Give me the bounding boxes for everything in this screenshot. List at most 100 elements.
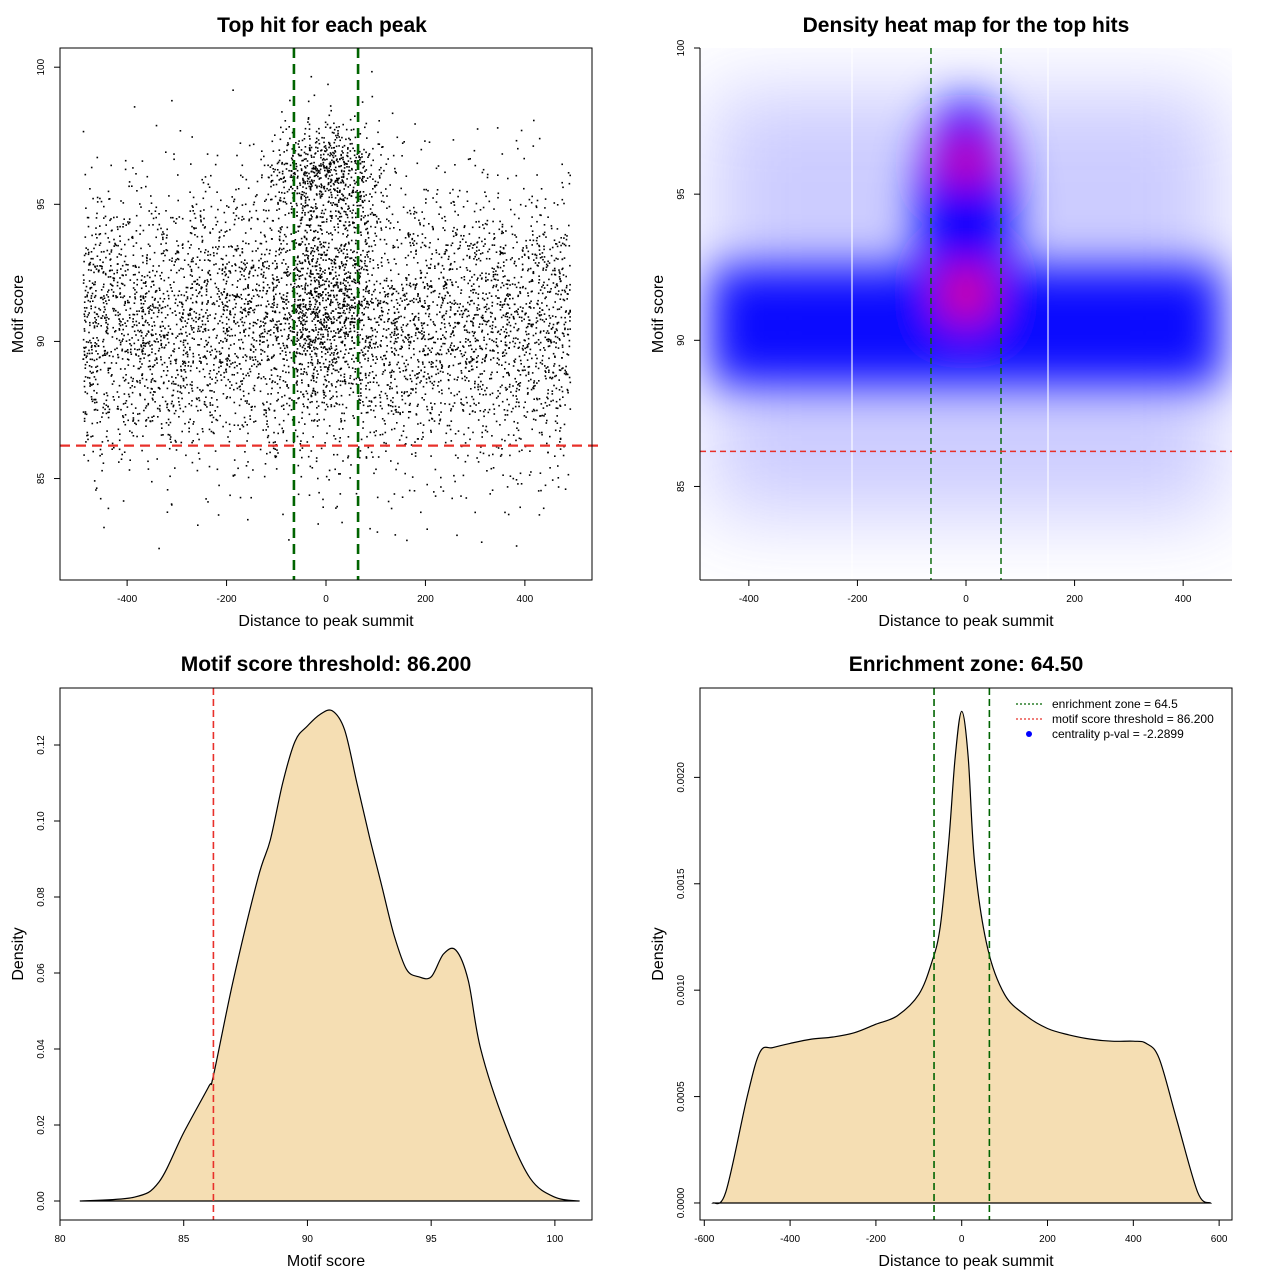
scatter-point xyxy=(528,323,531,325)
scatter-point xyxy=(122,500,125,502)
scatter-point xyxy=(180,441,183,444)
scatter-point xyxy=(413,317,415,320)
scatter-point xyxy=(211,378,213,380)
scatter-point xyxy=(567,333,570,336)
scatter-point xyxy=(128,221,131,224)
scatter-point xyxy=(116,256,119,258)
scatter-point xyxy=(564,369,566,372)
scatter-point xyxy=(229,313,231,315)
scatter-point xyxy=(457,286,459,288)
scatter-point xyxy=(417,317,420,319)
scatter-point xyxy=(504,439,506,442)
scatter-point xyxy=(108,411,110,413)
scatter-point xyxy=(247,518,249,521)
scatter-point xyxy=(416,262,419,264)
scatter-point xyxy=(373,472,375,475)
scatter-point xyxy=(142,344,145,347)
scatter-point xyxy=(457,323,460,325)
scatter-point xyxy=(98,269,100,272)
scatter-point xyxy=(488,292,491,294)
scatter-point xyxy=(126,299,129,302)
scatter-point xyxy=(83,307,86,309)
scatter-point xyxy=(501,438,503,441)
scatter-point xyxy=(83,354,86,356)
scatter-point xyxy=(226,357,229,359)
scatter-point xyxy=(189,232,192,234)
scatter-point xyxy=(565,373,567,376)
scatter-point xyxy=(142,282,145,284)
scatter-point xyxy=(357,302,360,305)
scatter-point xyxy=(299,270,301,273)
scatter-point xyxy=(200,287,202,290)
scatter-point xyxy=(467,158,470,161)
scatter-point xyxy=(459,350,462,352)
scatter-point xyxy=(310,251,313,253)
scatter-point xyxy=(274,323,277,326)
scatter-point xyxy=(209,414,212,417)
scatter-point xyxy=(457,430,460,432)
scatter-point xyxy=(299,244,301,246)
scatter-point xyxy=(165,237,168,239)
scatter-point xyxy=(266,332,269,335)
scatter-point xyxy=(415,315,417,318)
scatter-point xyxy=(465,362,467,364)
scatter-point xyxy=(86,392,89,395)
scatter-point xyxy=(369,344,371,346)
scatter-point xyxy=(343,376,346,378)
scatter-point xyxy=(463,354,465,356)
scatter-point xyxy=(284,347,286,350)
scatter-point xyxy=(531,428,533,431)
scatter-point xyxy=(248,293,250,296)
scatter-point xyxy=(539,331,542,334)
scatter-point xyxy=(265,429,267,431)
scatter-point xyxy=(130,376,132,379)
scatter-point xyxy=(200,250,202,253)
scatter-point xyxy=(156,458,158,460)
scatter-point xyxy=(235,355,238,358)
scatter-point xyxy=(424,312,427,315)
scatter-point xyxy=(238,296,241,299)
scatter-point xyxy=(317,373,319,375)
scatter-point xyxy=(552,326,554,329)
scatter-point xyxy=(561,268,563,271)
scatter-point xyxy=(317,331,320,333)
scatter-point xyxy=(336,403,338,405)
scatter-point xyxy=(403,293,406,296)
scatter-point xyxy=(114,243,117,246)
scatter-point xyxy=(94,317,96,319)
scatter-point xyxy=(432,362,434,364)
scatter-point xyxy=(148,342,150,345)
scatter-point xyxy=(384,252,386,255)
scatter-point xyxy=(487,333,489,336)
scatter-point xyxy=(120,268,122,270)
scatter-point xyxy=(453,378,456,381)
scatter-point xyxy=(182,317,184,319)
scatter-point xyxy=(107,237,109,239)
scatter-point xyxy=(468,331,471,334)
scatter-point xyxy=(161,363,164,366)
scatter-point xyxy=(354,272,357,274)
scatter-point xyxy=(135,423,137,426)
scatter-point xyxy=(545,367,548,369)
scatter-point xyxy=(541,414,544,417)
scatter-point xyxy=(164,327,166,330)
scatter-point xyxy=(380,200,383,203)
scatter-point xyxy=(190,268,193,271)
scatter-point xyxy=(557,486,560,488)
scatter-point xyxy=(106,327,109,330)
scatter-point xyxy=(228,354,230,356)
scatter-point xyxy=(153,340,156,342)
scatter-point xyxy=(264,330,266,333)
scatter-point xyxy=(140,329,142,332)
scatter-point xyxy=(472,283,475,285)
scatter-point xyxy=(447,372,449,375)
scatter-point xyxy=(249,415,251,417)
scatter-point xyxy=(186,342,189,345)
scatter-point xyxy=(541,302,543,304)
scatter-point xyxy=(486,176,489,179)
scatter-point xyxy=(270,393,272,395)
scatter-point xyxy=(146,333,148,335)
scatter-point xyxy=(132,167,134,169)
scatter-point xyxy=(176,369,178,372)
